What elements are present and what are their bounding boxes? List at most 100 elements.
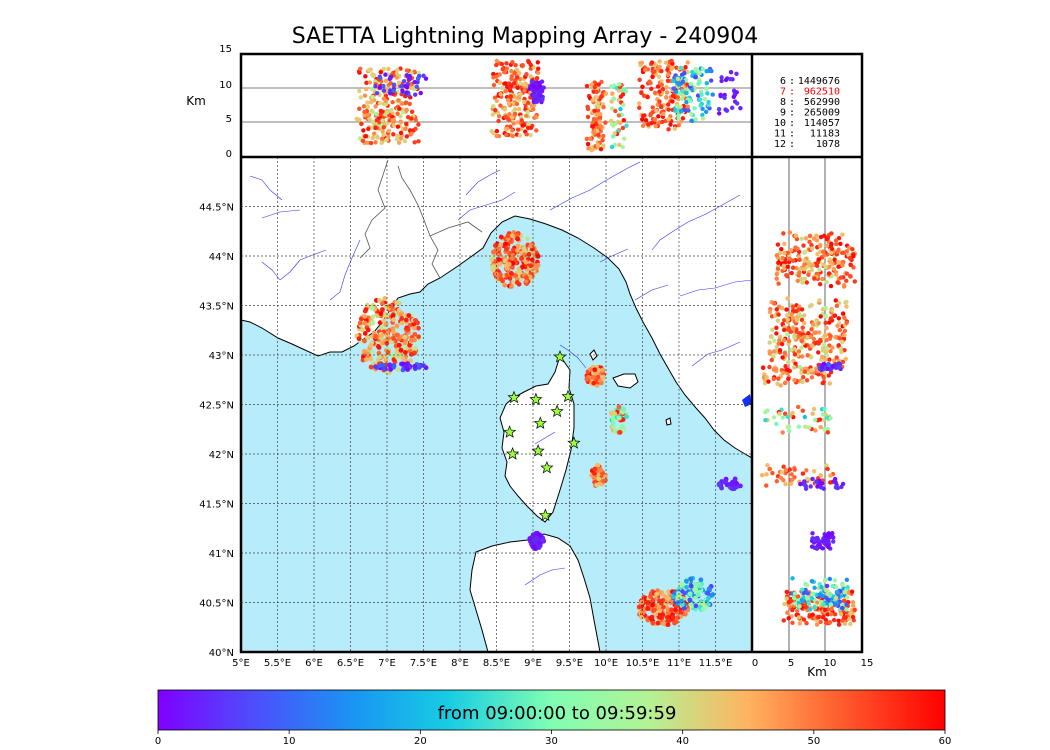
lightning-source	[816, 538, 822, 544]
lightning-source	[838, 275, 844, 280]
lightning-source	[503, 241, 508, 247]
lightning-source	[661, 111, 666, 117]
lightning-source	[825, 597, 831, 603]
lightning-source	[809, 246, 815, 251]
lightning-source	[788, 481, 794, 486]
lightning-source	[833, 335, 838, 340]
lightning-source	[503, 89, 508, 94]
lightning-source	[377, 297, 382, 303]
lightning-source	[394, 137, 400, 142]
lightning-source	[695, 93, 701, 98]
lightning-source	[798, 481, 803, 487]
lightning-source	[700, 601, 706, 606]
lightning-source	[831, 266, 837, 272]
lightning-source	[413, 126, 418, 132]
lightning-source	[845, 585, 850, 590]
lon-tick-label: 10.5°E	[626, 658, 660, 669]
lightning-source	[807, 239, 812, 245]
lightning-source	[828, 480, 833, 485]
lightning-source	[801, 243, 806, 248]
lightning-source	[405, 326, 411, 332]
lightning-source	[655, 620, 661, 626]
lightning-source	[704, 86, 709, 92]
lightning-source	[390, 352, 396, 358]
lightning-source	[849, 589, 855, 594]
lightning-source	[782, 601, 787, 607]
lightning-source	[706, 100, 711, 105]
lightning-source	[384, 340, 390, 346]
lightning-source	[396, 80, 402, 86]
lightning-source	[841, 615, 847, 620]
lightning-source	[375, 135, 380, 140]
station-star-icon	[531, 444, 545, 457]
lightning-source	[781, 231, 786, 236]
lightning-source	[525, 125, 531, 131]
lightning-source	[810, 411, 815, 416]
elba-island	[612, 373, 639, 389]
lightning-source	[826, 532, 831, 538]
lightning-source	[666, 127, 671, 132]
lightning-source	[826, 264, 832, 270]
lightning-source	[411, 325, 417, 331]
lightning-source	[652, 117, 658, 122]
lightning-source	[821, 342, 827, 347]
lightning-source	[683, 65, 688, 70]
lightning-source	[592, 367, 598, 373]
lightning-source	[796, 307, 801, 312]
lon-tick-label: 6°E	[305, 658, 323, 669]
lightning-source	[380, 324, 385, 330]
lightning-source	[828, 333, 833, 339]
lightning-source	[776, 312, 781, 317]
lightning-source	[520, 63, 525, 68]
lightning-source	[498, 92, 503, 97]
lightning-source	[836, 618, 841, 623]
lightning-source	[820, 345, 826, 351]
lightning-source	[645, 94, 650, 100]
lightning-source	[738, 105, 743, 111]
lightning-source	[611, 123, 616, 128]
lightning-source	[413, 92, 418, 97]
lightning-source	[799, 338, 804, 344]
lat-tick-label: 42.5°N	[199, 401, 234, 412]
lightning-source	[687, 597, 693, 603]
lightning-source	[827, 381, 833, 386]
lightning-source	[421, 73, 426, 78]
lightning-source	[675, 94, 680, 100]
lightning-source	[494, 74, 499, 79]
lightning-source	[377, 120, 382, 125]
lightning-source	[531, 107, 536, 112]
lightning-source	[809, 327, 814, 332]
stat-value: 562990	[804, 97, 840, 108]
lightning-source	[365, 335, 371, 341]
lightning-source	[404, 85, 410, 90]
lightning-source	[846, 616, 852, 622]
lightning-source	[678, 582, 684, 588]
lightning-source	[852, 279, 858, 284]
lightning-source	[409, 109, 415, 114]
lightning-source	[830, 583, 835, 589]
lightning-source	[534, 535, 540, 541]
top-sources-layer	[354, 58, 743, 153]
lightning-source	[766, 379, 771, 384]
lightning-source	[782, 380, 788, 386]
lightning-source	[852, 607, 857, 613]
lightning-source	[535, 60, 541, 65]
lightning-source	[840, 481, 846, 487]
lightning-source	[362, 113, 367, 118]
lightning-source	[496, 257, 502, 262]
lightning-source	[531, 93, 537, 98]
lightning-source	[780, 370, 786, 376]
lightning-source	[834, 355, 839, 360]
lightning-source	[797, 257, 802, 262]
lightning-source	[524, 275, 529, 280]
lightning-source	[801, 335, 807, 340]
lightning-source	[592, 471, 597, 476]
lightning-source	[383, 321, 389, 327]
lightning-source	[416, 139, 421, 144]
lightning-source	[797, 270, 802, 275]
lightning-source	[810, 322, 816, 327]
lightning-source	[398, 119, 403, 124]
lightning-source	[400, 110, 406, 115]
lightning-source	[609, 144, 615, 150]
